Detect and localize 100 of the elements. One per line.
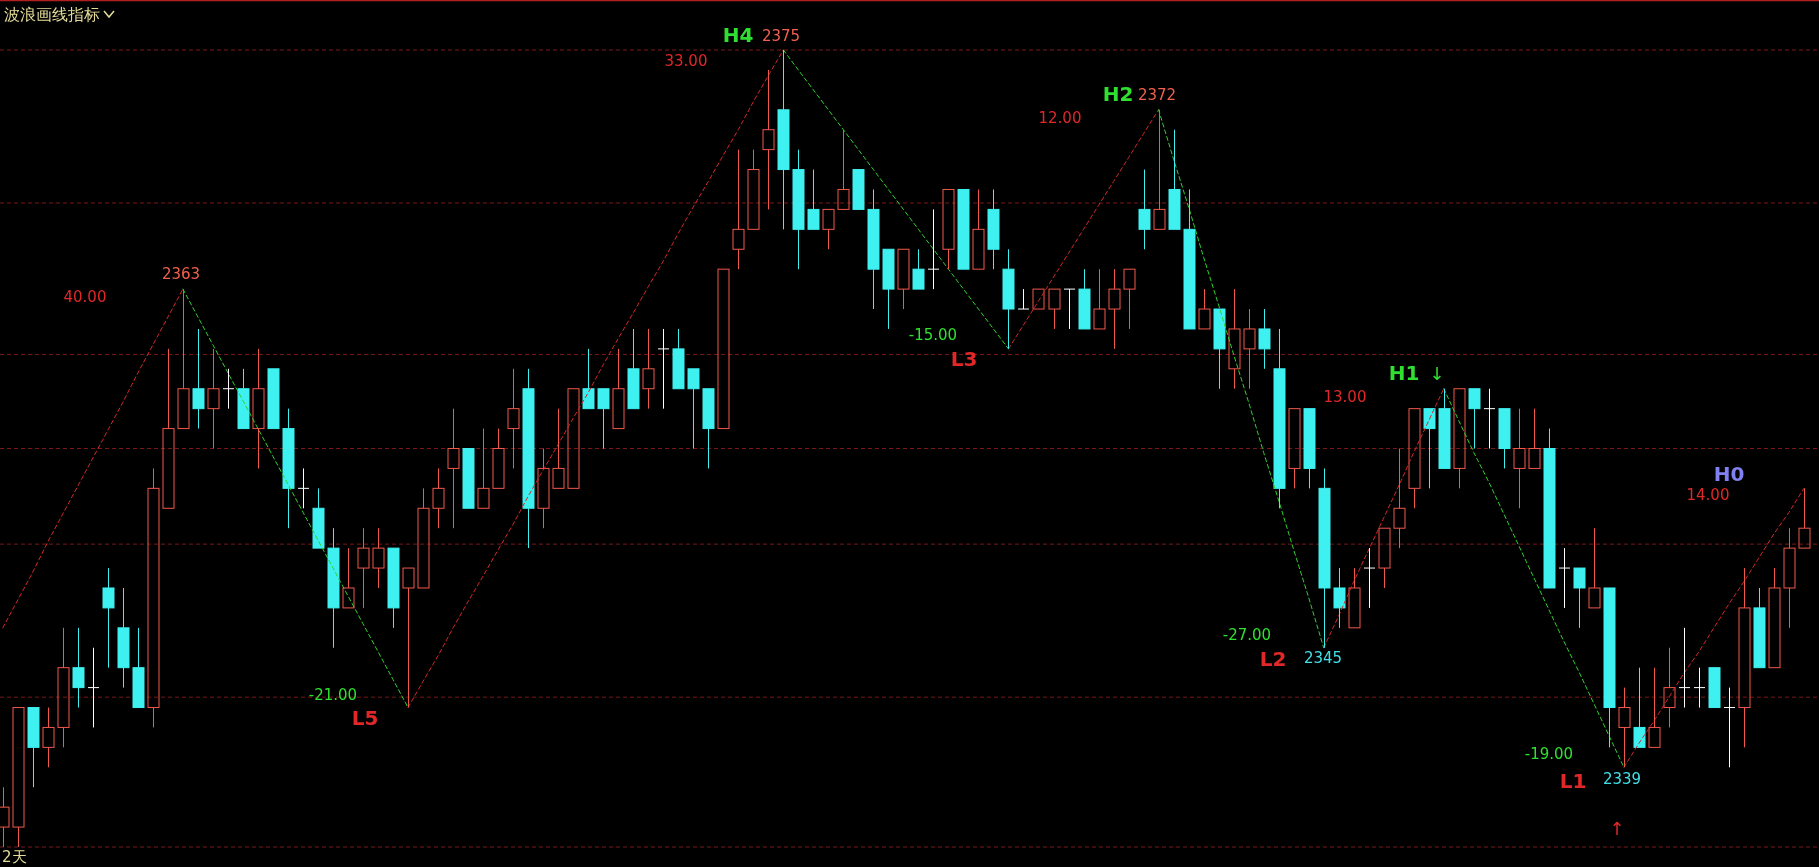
candlestick	[612, 348, 625, 430]
candlestick	[1288, 408, 1301, 489]
candlestick	[1723, 687, 1736, 768]
candlestick	[402, 567, 415, 709]
annotation: L2	[1259, 647, 1287, 671]
candlestick	[1543, 428, 1556, 589]
candlestick	[297, 467, 310, 509]
candlestick	[1078, 268, 1091, 330]
candlestick	[1123, 268, 1136, 330]
candlestick	[1663, 647, 1676, 728]
candlestick	[597, 388, 610, 449]
candlestick	[912, 248, 925, 290]
candlestick	[1558, 547, 1571, 609]
candlestick	[1273, 328, 1286, 509]
candlestick	[1032, 288, 1045, 310]
candlestick	[162, 348, 175, 509]
candlestick	[1378, 527, 1391, 589]
candlestick	[372, 527, 385, 589]
candlestick	[252, 348, 265, 469]
candlestick	[1183, 188, 1196, 330]
annotation: 2339	[1602, 770, 1642, 788]
candlestick	[882, 248, 895, 330]
candlestick	[282, 408, 295, 529]
candlestick	[1108, 268, 1121, 350]
candlestick	[1483, 388, 1496, 449]
candlestick	[1258, 308, 1271, 370]
annotation: H2	[1102, 82, 1134, 106]
candlestick	[1303, 408, 1316, 489]
candlestick	[762, 69, 775, 210]
annotation: -15.00	[908, 326, 958, 344]
candlestick	[957, 188, 970, 270]
chart-title: 波浪画线指标	[4, 5, 100, 24]
candlestick	[717, 268, 730, 430]
annotation: ↓	[1429, 363, 1445, 384]
candlestick	[552, 408, 565, 489]
candlestick	[27, 707, 40, 788]
candlestick	[1363, 547, 1376, 609]
candlestick	[867, 188, 880, 310]
annotation: ↑	[1609, 818, 1625, 839]
candlestick	[1198, 288, 1211, 330]
candlestick	[147, 467, 160, 728]
candlestick	[1693, 667, 1706, 709]
candlestick	[837, 129, 850, 210]
candlestick	[1438, 388, 1451, 469]
candlestick	[357, 527, 370, 609]
candlestick	[672, 328, 685, 390]
candlestick	[492, 428, 505, 489]
candlestick	[1002, 248, 1015, 350]
annotation: H1	[1388, 361, 1420, 385]
candlestick	[312, 487, 325, 549]
candlestick	[927, 208, 940, 290]
candlestick	[1168, 129, 1181, 230]
candlestick	[1498, 408, 1511, 469]
annotation: -21.00	[308, 686, 358, 704]
candlestick	[747, 149, 760, 230]
candlestick	[462, 448, 475, 509]
candlestick	[1468, 388, 1481, 449]
candlestick	[1603, 587, 1616, 748]
candlestick	[432, 467, 445, 529]
candlestick	[657, 328, 670, 410]
candlestick	[447, 408, 460, 529]
candlestick	[1618, 687, 1631, 768]
candlestick	[342, 547, 355, 609]
candlestick	[222, 368, 235, 410]
candlestick	[192, 328, 205, 430]
candlestick	[327, 527, 340, 649]
candlestick	[942, 188, 955, 270]
candlestick	[537, 448, 550, 529]
candlestick	[1423, 408, 1436, 489]
annotation: -19.00	[1524, 745, 1574, 763]
candlestick	[1588, 527, 1601, 609]
candlestick	[132, 627, 145, 709]
annotation: 2363	[161, 265, 201, 283]
candlestick	[1453, 388, 1466, 489]
candlestick	[177, 288, 190, 430]
candlestick	[57, 627, 70, 748]
annotation: 33.00	[664, 52, 708, 70]
candlestick	[972, 188, 985, 270]
candlestick	[522, 368, 535, 549]
candlestick	[1318, 467, 1331, 649]
candlestick	[702, 388, 715, 469]
candlestick	[1783, 527, 1796, 629]
candlestick	[987, 188, 1000, 270]
candlestick	[732, 149, 745, 270]
candlestick	[1228, 288, 1241, 390]
candlestick	[1573, 567, 1586, 629]
candlestick	[807, 169, 820, 230]
candlestick	[582, 348, 595, 410]
candlestick	[1528, 408, 1541, 469]
candlestick	[1063, 288, 1076, 330]
annotation: 40.00	[63, 288, 107, 306]
candlestick	[1678, 627, 1691, 709]
candlestick	[417, 487, 430, 589]
candlestick	[1798, 487, 1811, 549]
annotation: 13.00	[1323, 388, 1367, 406]
candlestick	[1708, 667, 1721, 709]
candlestick	[1648, 667, 1661, 748]
candlestick	[87, 647, 100, 728]
candlestick	[852, 169, 865, 210]
candlestick	[117, 587, 130, 689]
